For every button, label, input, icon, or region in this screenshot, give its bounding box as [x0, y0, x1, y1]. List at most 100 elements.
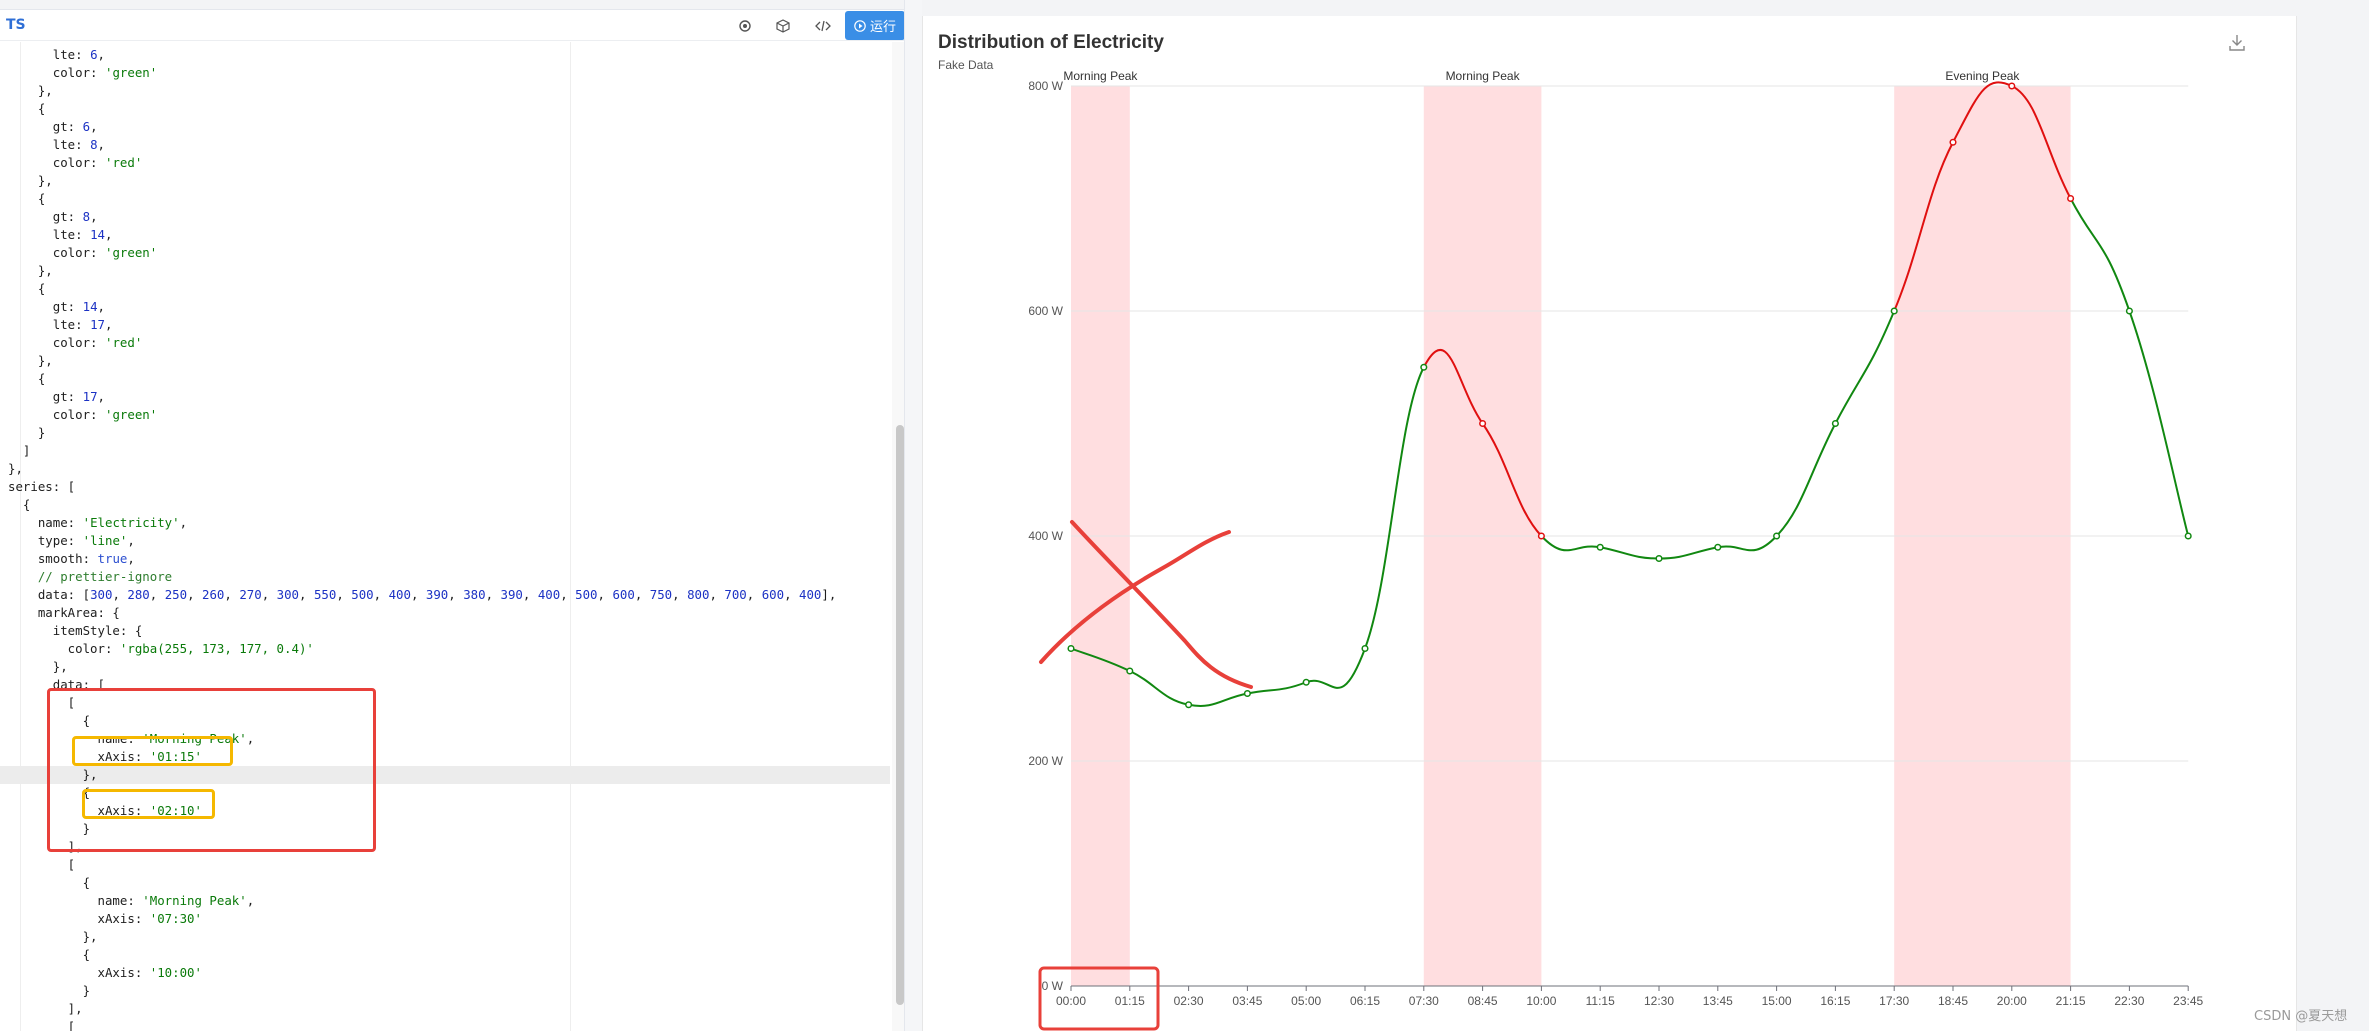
code-line[interactable]: ],: [0, 1000, 83, 1018]
code-line[interactable]: [: [0, 1018, 75, 1031]
code-line[interactable]: {: [0, 100, 45, 118]
code-line[interactable]: color: 'green': [0, 406, 157, 424]
data-point: [1126, 667, 1134, 675]
code-line[interactable]: [: [0, 856, 75, 874]
code-token: {: [8, 713, 91, 728]
code-line[interactable]: lte: 6,: [0, 46, 105, 64]
code-token: ,: [410, 587, 426, 602]
code-line[interactable]: data: [300, 280, 250, 260, 270, 300, 550…: [0, 586, 836, 604]
code-line[interactable]: xAxis: '07:30': [0, 910, 202, 928]
code-line[interactable]: [: [0, 694, 75, 712]
code-line[interactable]: {: [0, 496, 30, 514]
code-line[interactable]: series: [: [0, 478, 75, 496]
code-line[interactable]: {: [0, 712, 90, 730]
code-token: ,: [224, 587, 240, 602]
code-line[interactable]: xAxis: '02:10': [0, 802, 202, 820]
code-line[interactable]: }: [0, 820, 90, 838]
mark-area-label: Morning Peak: [1446, 69, 1521, 83]
code-token: ]: [8, 443, 31, 458]
code-line[interactable]: },: [0, 352, 53, 370]
code-line[interactable]: color: 'green': [0, 244, 157, 262]
code-line[interactable]: gt: 6,: [0, 118, 98, 136]
code-line[interactable]: gt: 8,: [0, 208, 98, 226]
x-tick-label: 05:00: [1291, 994, 1321, 1008]
red-annotation-box: [47, 688, 376, 852]
code-token: 'green': [104, 407, 158, 422]
x-tick-label: 00:00: [1056, 994, 1086, 1008]
code-line[interactable]: lte: 17,: [0, 316, 113, 334]
code-line[interactable]: itemStyle: {: [0, 622, 143, 640]
code-line[interactable]: ]: [0, 442, 30, 460]
run-button[interactable]: 运行: [845, 11, 904, 40]
data-point: [1537, 532, 1545, 540]
red-cross-mark: [1070, 520, 1253, 689]
code-line[interactable]: },: [0, 172, 53, 190]
x-tick-label: 01:15: [1115, 994, 1145, 1008]
code-line[interactable]: }: [0, 982, 90, 1000]
series-line-segment: [1188, 692, 1248, 707]
code-token: markArea: {: [8, 605, 120, 620]
code-line[interactable]: type: 'line',: [0, 532, 135, 550]
code-editor-panel[interactable]: TS 运行 lte: 6, color: 'green' }, { gt: 6,…: [0, 0, 905, 1031]
code-line[interactable]: },: [0, 658, 68, 676]
cube-icon[interactable]: [772, 15, 794, 37]
code-line[interactable]: },: [0, 82, 53, 100]
download-icon[interactable]: [2229, 35, 2245, 51]
x-tick-label: 23:45: [2173, 994, 2203, 1008]
code-line[interactable]: name: 'Morning Peak',: [0, 892, 255, 910]
x-tick-label: 15:00: [1762, 994, 1792, 1008]
code-line[interactable]: },: [0, 460, 23, 478]
code-line[interactable]: xAxis: '01:15': [0, 748, 202, 766]
code-line[interactable]: name: 'Electricity',: [0, 514, 187, 532]
code-line[interactable]: xAxis: '10:00': [0, 964, 202, 982]
code-line[interactable]: // prettier-ignore: [0, 568, 172, 586]
code-line[interactable]: {: [0, 784, 90, 802]
data-point: [2067, 194, 2075, 203]
code-token: ],: [821, 587, 837, 602]
panel-splitter[interactable]: [905, 0, 922, 1031]
editor-scrollbar-thumb[interactable]: [896, 425, 904, 1005]
code-token: 'line': [82, 533, 128, 548]
series-line-segment: [1717, 535, 1778, 552]
code-line[interactable]: {: [0, 946, 90, 964]
code-line[interactable]: color: 'green': [0, 64, 157, 82]
code-line[interactable]: },: [0, 766, 890, 784]
code-line[interactable]: gt: 17,: [0, 388, 105, 406]
x-tick-label: 02:30: [1174, 994, 1204, 1008]
code-line[interactable]: color: 'red': [0, 154, 143, 172]
code-line[interactable]: lte: 14,: [0, 226, 113, 244]
code-token: ,: [112, 587, 128, 602]
code-token: gt:: [8, 299, 83, 314]
code-token: 'Electricity': [82, 515, 180, 530]
code-token: ,: [90, 119, 98, 134]
code-line[interactable]: lte: 8,: [0, 136, 105, 154]
code-token: color:: [8, 335, 105, 350]
code-token: 500: [351, 587, 374, 602]
code-token: 'red': [104, 155, 143, 170]
code-token: name:: [8, 515, 83, 530]
code-line[interactable]: {: [0, 190, 45, 208]
code-line[interactable]: {: [0, 280, 45, 298]
code-line[interactable]: gt: 14,: [0, 298, 105, 316]
code-line[interactable]: smooth: true,: [0, 550, 135, 568]
code-line[interactable]: {: [0, 874, 90, 892]
code-line[interactable]: markArea: {: [0, 604, 120, 622]
code-line[interactable]: color: 'rgba(255, 173, 177, 0.4)': [0, 640, 314, 658]
code-line[interactable]: },: [0, 928, 98, 946]
code-icon[interactable]: [812, 15, 834, 37]
code-token: 14: [90, 227, 105, 242]
settings-icon[interactable]: [734, 15, 756, 37]
code-line[interactable]: color: 'red': [0, 334, 143, 352]
series-line-segment: [1070, 647, 1131, 672]
series-line-segment: [1364, 366, 1425, 649]
series-line-segment: [2011, 85, 2072, 199]
code-area[interactable]: lte: 6, color: 'green' }, { gt: 6, lte: …: [0, 42, 890, 1031]
code-line[interactable]: },: [0, 262, 53, 280]
code-token: },: [8, 461, 23, 476]
code-line[interactable]: }: [0, 424, 45, 442]
y-tick-label: 600 W: [1028, 304, 1063, 318]
series-line-segment: [1540, 535, 1601, 552]
red-annotation-box: [1038, 966, 1160, 1031]
code-line[interactable]: {: [0, 370, 45, 388]
code-token: 280: [127, 587, 150, 602]
